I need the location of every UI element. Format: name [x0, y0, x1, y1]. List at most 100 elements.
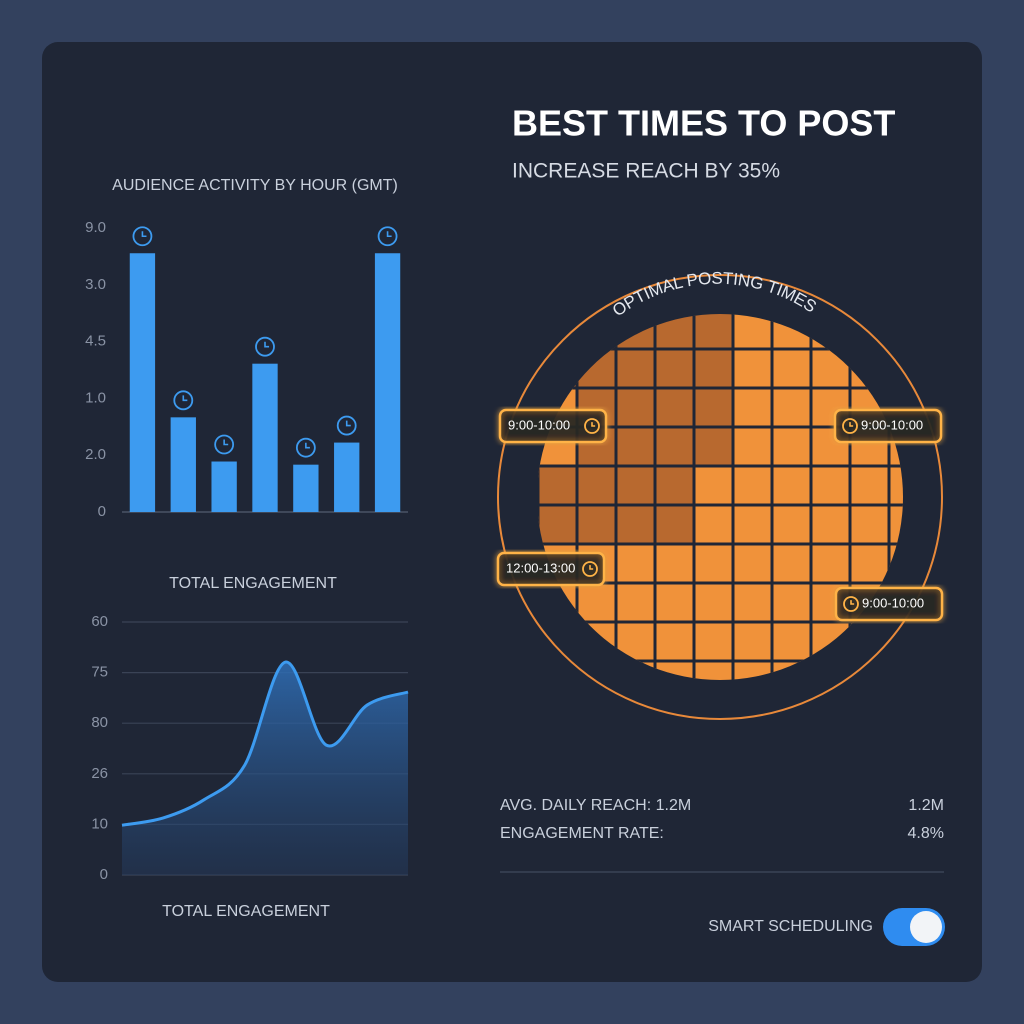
heat-cell [731, 620, 774, 663]
y-tick-label: 4.5 [85, 333, 106, 350]
title: BEST TIMES TO POST [512, 103, 895, 144]
heat-cell [770, 386, 813, 429]
heat-cell [653, 347, 696, 390]
heat-cell [653, 542, 696, 585]
stat-value: 4.8% [908, 825, 944, 842]
stat-value: 1.2M [908, 797, 944, 814]
time-slot-label: 9:00-10:00 [861, 417, 923, 432]
heat-cell [809, 503, 852, 546]
clock-icon [214, 434, 235, 455]
heat-cell [770, 425, 813, 468]
heat-cell [614, 425, 657, 468]
clock-icon [843, 596, 859, 612]
time-slot-label: 9:00-10:00 [508, 417, 570, 432]
clock-icon [584, 418, 600, 434]
y-tick-label: 80 [91, 714, 108, 731]
time-slot [496, 551, 606, 587]
heat-cell [731, 503, 774, 546]
heat-cell [653, 503, 696, 546]
heat-cell [614, 542, 657, 585]
heat-cell [770, 620, 813, 663]
toggle-knob[interactable] [910, 911, 942, 943]
clock-icon [582, 561, 598, 577]
y-tick-label: 1.0 [85, 389, 106, 406]
clock-hands [305, 442, 310, 449]
toggle-label: SMART SCHEDULING [708, 918, 873, 935]
clock-icon [132, 226, 153, 247]
y-tick-label: 0 [98, 503, 106, 520]
y-tick-label: 9.0 [85, 219, 106, 236]
heat-cell [809, 542, 852, 585]
y-tick-label: 10 [91, 815, 108, 832]
time-slot [834, 586, 944, 622]
heat-cell [575, 464, 618, 507]
heat-cell [692, 503, 735, 546]
heat-cell [770, 581, 813, 624]
heat-cell [731, 425, 774, 468]
clock-hands [264, 341, 270, 348]
clock-hands [223, 439, 229, 446]
heat-cell [848, 503, 891, 546]
heat-cell [614, 581, 657, 624]
heat-cell [770, 347, 813, 390]
heat-cell [848, 542, 891, 585]
clock-hands [850, 600, 855, 605]
clock-icon [377, 226, 398, 247]
clock-hands [345, 420, 351, 427]
subtitle: INCREASE REACH BY 35% [512, 160, 780, 183]
stat-label: ENGAGEMENT RATE: [500, 825, 664, 842]
heat-cell [653, 425, 696, 468]
heat-cell [614, 464, 657, 507]
clock-icon [173, 390, 194, 411]
clock-icon [255, 336, 275, 357]
bar [334, 442, 360, 512]
time-slot [498, 408, 608, 444]
toggle[interactable] [883, 908, 945, 946]
heat-cell [770, 464, 813, 507]
bar [129, 253, 156, 512]
clock-hands [141, 231, 147, 238]
time-slot-label: 12:00-13:00 [506, 560, 575, 575]
bar [211, 461, 237, 512]
time-slot [833, 408, 943, 444]
heat-cell [770, 542, 813, 585]
y-tick-label: 2.0 [85, 446, 106, 463]
heat-cell [692, 659, 735, 680]
bar [293, 464, 319, 512]
y-tick-label: 3.0 [85, 276, 106, 293]
heat-cell [692, 386, 735, 429]
y-tick-label: 60 [91, 613, 108, 630]
time-slot-label: 9:00-10:00 [862, 595, 924, 610]
heat-cell [575, 503, 618, 546]
line-chart-title: TOTAL ENGAGEMENT [169, 575, 337, 592]
heat-cell [614, 503, 657, 546]
clock-icon [295, 437, 316, 458]
heat-cell [887, 464, 903, 507]
heat-cell [692, 347, 735, 390]
heat-cell [653, 386, 696, 429]
bar [374, 253, 401, 512]
area [122, 661, 408, 875]
heat-cell [692, 581, 735, 624]
heat-cell [614, 386, 657, 429]
heat-cell [731, 314, 774, 351]
stat-label: AVG. DAILY REACH: 1.2M [500, 797, 691, 814]
clock-hands [849, 422, 854, 427]
heat-cell [731, 386, 774, 429]
clock-hands [589, 565, 594, 570]
clock-icon [842, 418, 858, 434]
heat-cell [731, 542, 774, 585]
y-tick-label: 75 [91, 664, 108, 681]
line-x-label: TOTAL ENGAGEMENT [162, 903, 330, 920]
heat-cell [537, 503, 579, 546]
line [121, 660, 409, 827]
clock-hands [386, 231, 392, 238]
y-tick-label: 26 [91, 765, 108, 782]
bar [170, 417, 196, 512]
y-tick-label: 0 [100, 866, 108, 883]
heat-cell [848, 464, 891, 507]
heat-cell [731, 347, 774, 390]
ring [497, 274, 943, 720]
